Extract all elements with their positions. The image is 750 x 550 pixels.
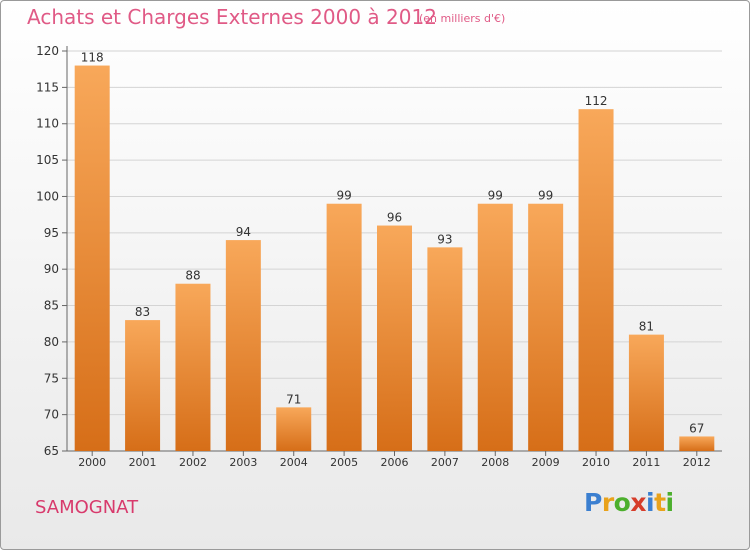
x-tick-label: 2009 [532,456,560,469]
logo-letter: i [665,488,675,517]
logo-letter: P [584,488,602,517]
x-tick-label: 2011 [632,456,660,469]
x-tick-label: 2008 [481,456,509,469]
y-tick-label: 100 [36,189,59,203]
y-tick-label: 120 [36,44,59,58]
y-tick-label: 105 [36,153,59,167]
y-tick-label: 80 [44,335,59,349]
y-tick-label: 115 [36,80,59,94]
x-tick-label: 2003 [229,456,257,469]
x-tick-label: 2002 [179,456,207,469]
data-label: 118 [81,51,104,65]
y-tick-label: 85 [44,299,59,313]
x-tick-label: 2001 [129,456,157,469]
x-tick-label: 2007 [431,456,459,469]
x-tick-label: 2010 [582,456,610,469]
bar [74,65,110,451]
bar [578,109,614,451]
data-label: 83 [135,305,150,319]
data-label: 94 [236,225,251,239]
x-tick-label: 2004 [280,456,308,469]
y-tick-label: 70 [44,408,59,422]
data-label: 81 [639,320,654,334]
data-label: 112 [585,94,608,108]
data-label: 71 [286,392,301,406]
x-tick-label: 2000 [78,456,106,469]
bar [175,283,211,451]
bar [377,225,412,451]
bar [528,203,564,451]
y-tick-label: 75 [44,371,59,385]
data-label: 96 [387,211,402,225]
labels: 65 70 75 80 85 90 95 100 105 110 115 120 118 2000 83 20… [36,44,711,469]
logo-letter: o [613,488,631,517]
bars [74,65,715,451]
bar [679,436,715,451]
chart-subtitle: (en milliers d'€) [419,12,506,25]
proxiti-logo[interactable]: Proxiti [584,488,674,517]
logo-letter: r [601,488,614,517]
y-tick-label: 95 [44,226,59,240]
bar [276,407,312,451]
bar [477,203,513,451]
data-label: 88 [185,269,200,283]
data-label: 99 [538,189,553,203]
y-tick-label: 110 [36,117,59,131]
y-tick-label: 90 [44,262,59,276]
y-tick-label: 65 [44,444,59,458]
logo-letter: t [654,488,666,517]
chart-title: Achats et Charges Externes 2000 à 2012 [27,5,437,29]
logo-letter: i [646,488,655,517]
x-tick-label: 2012 [683,456,711,469]
bar [326,203,362,451]
data-label: 67 [689,421,704,435]
data-label: 93 [437,232,452,246]
bar [225,240,261,451]
logo-letter: x [630,488,646,517]
data-label: 99 [488,189,503,203]
bar [628,334,664,451]
bar [125,320,161,451]
data-label: 99 [336,189,351,203]
x-tick-label: 2005 [330,456,358,469]
bar [427,247,463,451]
city-name: SAMOGNAT [35,497,139,518]
x-tick-label: 2006 [381,456,409,469]
